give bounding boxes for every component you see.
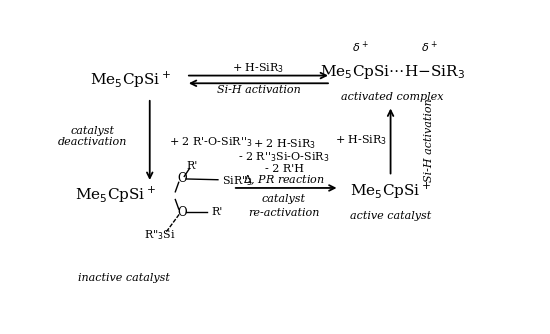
Text: SiR"$_3$: SiR"$_3$ (222, 175, 253, 188)
Text: catalyst
deactivation: catalyst deactivation (58, 126, 127, 147)
Text: + 2 H-SiR$_3$: + 2 H-SiR$_3$ (252, 137, 316, 151)
Text: - 2 R'H: - 2 R'H (265, 164, 304, 174)
Text: Me$_5$CpSi$^+$: Me$_5$CpSi$^+$ (75, 184, 156, 204)
Text: active catalyst: active catalyst (350, 211, 431, 221)
Text: Me$_5$CpSi$^+$: Me$_5$CpSi$^+$ (90, 70, 171, 90)
Text: R"$_3$Si: R"$_3$Si (145, 229, 177, 242)
Text: $\delta^+$: $\delta^+$ (421, 40, 437, 55)
Text: Si-H activation: Si-H activation (217, 85, 300, 95)
Text: $\Delta$, PR reaction: $\Delta$, PR reaction (243, 173, 325, 187)
Text: catalyst
re-activation: catalyst re-activation (248, 194, 320, 218)
Text: R': R' (212, 207, 223, 217)
Text: R': R' (186, 161, 198, 171)
Text: Si-H activation: Si-H activation (424, 99, 434, 182)
Text: Me$_5$CpSi$\cdots$H$-$SiR$_3$: Me$_5$CpSi$\cdots$H$-$SiR$_3$ (320, 63, 465, 81)
Text: O: O (177, 206, 186, 219)
Text: + H-SiR$_3$: + H-SiR$_3$ (232, 61, 284, 75)
Text: - 2 R''$_3$Si-O-SiR$_3$: - 2 R''$_3$Si-O-SiR$_3$ (238, 150, 330, 164)
Text: $\delta^+$: $\delta^+$ (353, 40, 369, 55)
Text: Me$_5$CpSi$^+$: Me$_5$CpSi$^+$ (350, 180, 431, 201)
Text: inactive catalyst: inactive catalyst (78, 273, 170, 283)
Text: O: O (177, 172, 186, 185)
Text: + 2 R'-O-SiR''$_3$: + 2 R'-O-SiR''$_3$ (169, 135, 252, 149)
Text: + H-SiR$_3$: + H-SiR$_3$ (334, 134, 387, 147)
Text: activated complex: activated complex (342, 92, 444, 102)
